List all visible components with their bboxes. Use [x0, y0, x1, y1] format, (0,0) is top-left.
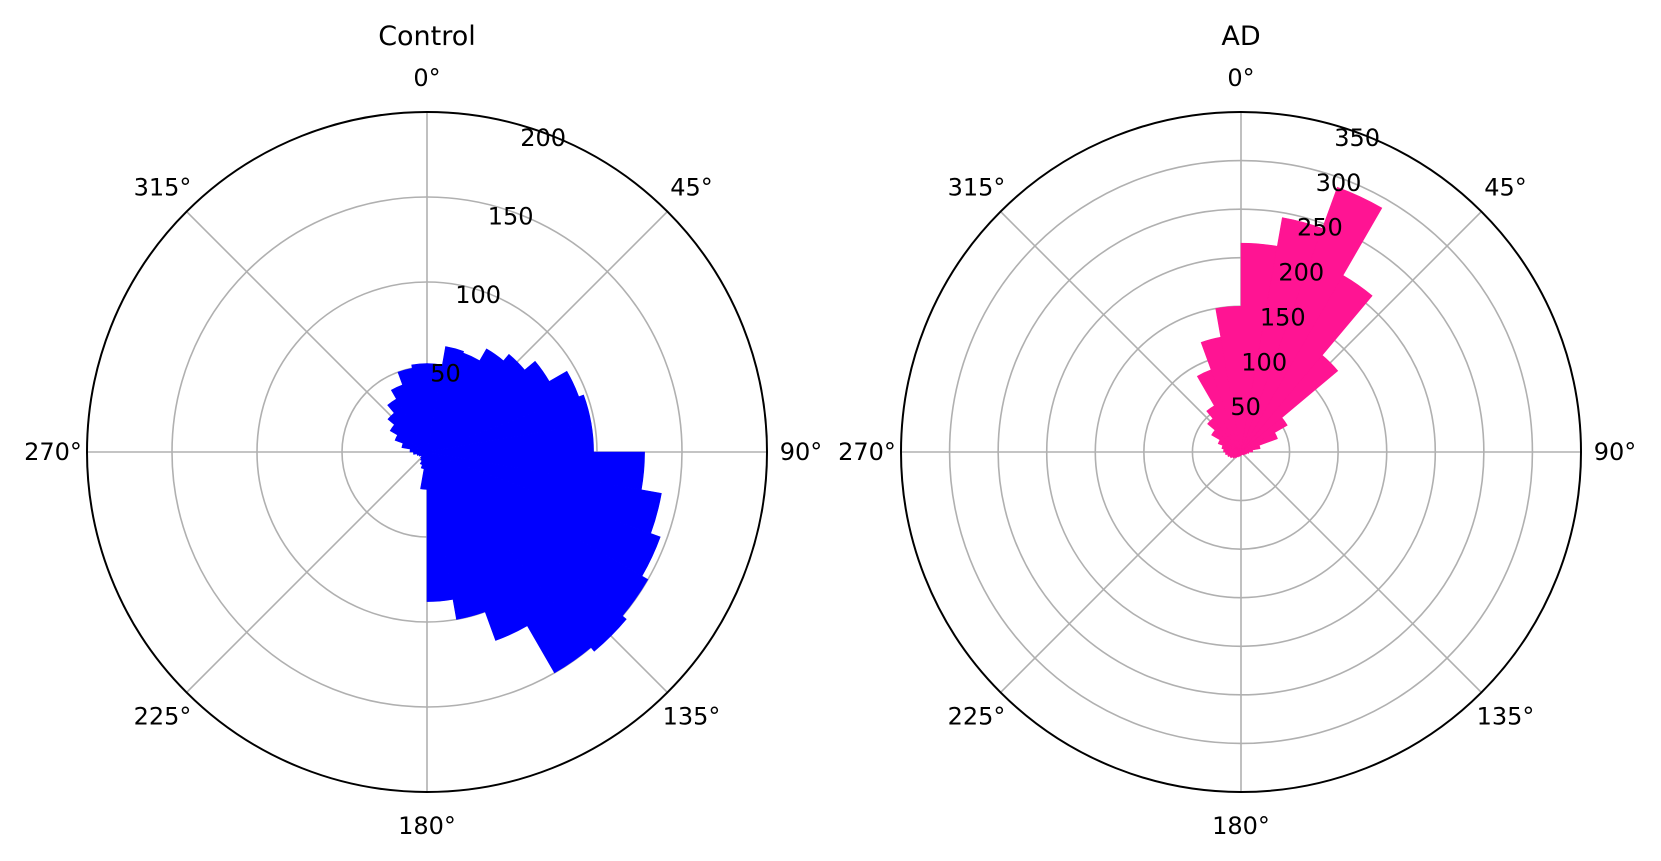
angular-gridline	[1240, 451, 1482, 693]
angle-tick-label: 0°	[413, 64, 440, 92]
radial-tick-label: 150	[488, 202, 534, 230]
radial-tick-label: 50	[1230, 393, 1261, 421]
histogram-bar	[1240, 354, 1339, 453]
histogram-bar	[1240, 444, 1261, 453]
angle-tick-label: 315°	[134, 174, 192, 202]
angle-tick-label: 0°	[1227, 64, 1254, 92]
angular-gridline	[1000, 451, 1242, 693]
angular-gridline	[186, 211, 428, 453]
panel-title: Control	[378, 21, 476, 52]
angular-gridline	[186, 451, 428, 693]
histogram-bar	[1240, 274, 1373, 453]
polar-frame	[900, 111, 1582, 793]
polar-frame	[86, 111, 768, 793]
angle-tick-label: 225°	[134, 703, 192, 731]
angular-gridline	[1000, 211, 1242, 453]
angle-tick-label: 225°	[948, 703, 1006, 731]
angle-tick-label: 45°	[1484, 174, 1527, 202]
histogram-bar	[1240, 449, 1253, 453]
histogram-bar	[426, 346, 465, 453]
radial-tick-label: 250	[1297, 214, 1343, 242]
angle-tick-label: 270°	[24, 438, 82, 466]
angle-tick-label: 135°	[1477, 703, 1535, 731]
histogram-bar	[426, 451, 627, 652]
radial-tick-label: 300	[1316, 169, 1362, 197]
histogram-bar	[1240, 432, 1278, 453]
angle-tick-label: 180°	[1212, 812, 1270, 840]
bars	[1196, 186, 1383, 459]
polar-panel-ad: AD 0° 45° 90° 135° 180° 225° 270° 315° 50 100 150 2…	[838, 21, 1636, 840]
angle-tick-label: 45°	[670, 174, 713, 202]
radial-tick-label: 100	[1241, 348, 1287, 376]
radial-tick-label: 100	[455, 281, 501, 309]
histogram-bar	[426, 451, 486, 620]
histogram-bar	[426, 451, 454, 602]
angle-tick-label: 270°	[838, 438, 896, 466]
histogram-bar	[411, 363, 428, 453]
histogram-bar	[426, 451, 592, 674]
angle-tick-label: 90°	[780, 438, 823, 466]
angle-tick-label: 315°	[948, 174, 1006, 202]
histogram-bar	[1240, 186, 1383, 453]
radial-tick-label: 350	[1334, 124, 1380, 152]
histogram-bar	[426, 451, 528, 641]
grid	[901, 112, 1581, 792]
histogram-bar	[1215, 305, 1242, 453]
radial-tick-label: 150	[1260, 303, 1306, 331]
radial-tick-label: 200	[520, 124, 566, 152]
angle-tick-label: 90°	[1594, 438, 1637, 466]
angle-tick-label: 180°	[398, 812, 456, 840]
angle-tick-label: 135°	[663, 703, 721, 731]
panel-title: AD	[1221, 21, 1260, 52]
bars	[387, 346, 662, 674]
radial-tick-label: 50	[430, 360, 461, 388]
polar-panel-control: Control 0° 45° 90° 135° 180° 225° 270° 315° 50 10…	[24, 21, 822, 840]
radial-tick-label: 200	[1278, 259, 1324, 287]
histogram-bar	[1240, 417, 1288, 453]
